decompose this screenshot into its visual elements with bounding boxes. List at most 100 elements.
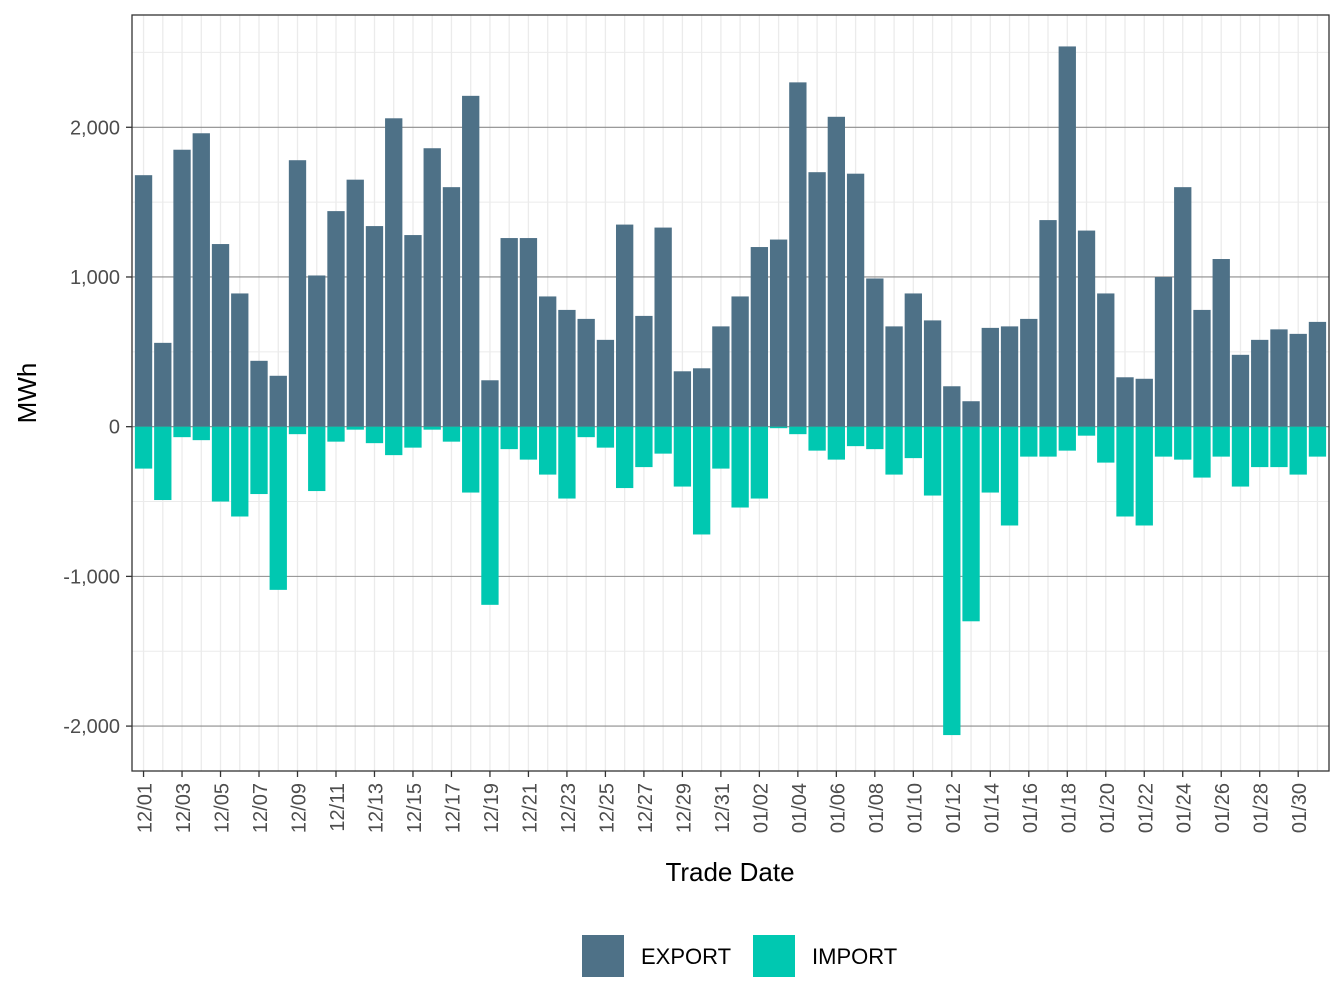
- x-tick-label: 01/08: [866, 783, 888, 833]
- import-bar: [423, 426, 441, 430]
- export-bar: [192, 133, 210, 427]
- import-bar: [635, 426, 653, 468]
- x-tick-label: 12/19: [481, 783, 503, 833]
- export-bar: [1116, 377, 1134, 427]
- import-bar: [846, 426, 865, 447]
- import-bar: [654, 426, 672, 454]
- import-bar: [769, 426, 788, 429]
- export-bar: [231, 293, 249, 427]
- import-bar: [1289, 426, 1307, 475]
- y-tick-label: -2,000: [63, 716, 120, 738]
- import-bar: [577, 426, 595, 438]
- export-bar: [904, 293, 922, 427]
- import-bar: [269, 426, 287, 590]
- export-bar: [269, 375, 287, 427]
- export-bar: [442, 187, 461, 427]
- export-bar: [1058, 46, 1076, 427]
- export-bar: [308, 275, 326, 427]
- import-bar: [231, 426, 249, 517]
- x-tick-label: 12/09: [289, 783, 311, 833]
- legend-label-import: IMPORT: [812, 944, 897, 969]
- export-bar: [154, 342, 172, 427]
- import-bar: [1154, 426, 1173, 457]
- bars-layer: [134, 46, 1327, 736]
- x-tick-label: 12/01: [135, 783, 157, 833]
- x-tick-label: 01/26: [1212, 783, 1234, 833]
- import-bar: [173, 426, 191, 438]
- export-bar: [462, 95, 480, 427]
- y-axis: -2,000 -1,000 0 1,000 2,000: [63, 117, 132, 738]
- import-bar: [712, 426, 730, 469]
- import-bar: [750, 426, 769, 499]
- x-axis: 12/01 12/03 12/05 12/07 12/09 12/11 12/13 12/15…: [135, 771, 1311, 833]
- import-bar: [789, 426, 807, 435]
- export-bar: [712, 326, 730, 427]
- import-bar: [288, 426, 307, 435]
- import-bar: [1097, 426, 1115, 463]
- import-bar: [1212, 426, 1230, 457]
- import-bar: [596, 426, 615, 448]
- x-tick-label: 01/16: [1020, 783, 1042, 833]
- export-bar: [288, 160, 307, 427]
- x-tick-label: 12/17: [442, 783, 464, 833]
- import-bar: [615, 426, 634, 489]
- import-bar: [519, 426, 538, 460]
- export-bar: [750, 247, 769, 427]
- export-bar: [692, 368, 711, 427]
- export-bar: [481, 380, 499, 427]
- import-bar: [1116, 426, 1134, 517]
- import-bar: [192, 426, 210, 441]
- export-bar: [731, 296, 749, 427]
- export-bar: [1308, 321, 1327, 427]
- x-tick-label: 12/25: [596, 783, 618, 833]
- import-bar: [692, 426, 711, 535]
- export-bar: [596, 339, 615, 427]
- import-bar: [442, 426, 461, 442]
- import-bar: [1174, 426, 1192, 460]
- x-tick-label: 12/31: [712, 783, 734, 833]
- export-bar: [539, 296, 557, 427]
- import-bar: [1270, 426, 1288, 468]
- import-bar: [539, 426, 557, 475]
- x-tick-label: 01/02: [750, 783, 772, 833]
- y-tick-label: 2,000: [70, 117, 120, 139]
- legend-key-export: [582, 935, 624, 977]
- export-bar: [134, 175, 153, 427]
- export-bar: [1231, 354, 1250, 427]
- export-bar: [1270, 329, 1288, 427]
- export-bar: [1000, 326, 1019, 427]
- import-bar: [250, 426, 268, 495]
- export-bar: [346, 179, 364, 427]
- export-bar: [615, 224, 634, 427]
- export-bar: [423, 148, 441, 427]
- y-tick-label: 0: [109, 417, 120, 439]
- import-bar: [308, 426, 326, 492]
- legend-key-import: [753, 935, 795, 977]
- export-bar: [808, 172, 826, 427]
- x-tick-label: 01/20: [1097, 783, 1119, 833]
- x-tick-label: 01/18: [1058, 783, 1080, 833]
- import-bar: [134, 426, 153, 469]
- export-bar: [577, 318, 595, 427]
- export-bar: [1289, 333, 1307, 427]
- export-bar: [1174, 187, 1192, 427]
- export-bar: [654, 227, 672, 427]
- import-bar: [923, 426, 942, 496]
- export-bar: [827, 116, 846, 427]
- import-bar: [1000, 426, 1019, 526]
- x-tick-label: 01/10: [904, 783, 926, 833]
- import-bar: [943, 426, 961, 736]
- import-bar: [154, 426, 172, 501]
- import-bar: [1058, 426, 1076, 451]
- export-bar: [558, 309, 576, 427]
- import-bar: [673, 426, 692, 487]
- x-tick-label: 12/23: [558, 783, 580, 833]
- import-bar: [885, 426, 903, 475]
- x-tick-label: 12/21: [519, 783, 541, 833]
- x-tick-label: 01/22: [1135, 783, 1157, 833]
- export-bar: [404, 235, 422, 427]
- y-axis-title: MWh: [12, 363, 42, 424]
- x-tick-label: 01/28: [1251, 783, 1273, 833]
- export-bar: [1039, 220, 1057, 427]
- import-bar: [962, 426, 980, 622]
